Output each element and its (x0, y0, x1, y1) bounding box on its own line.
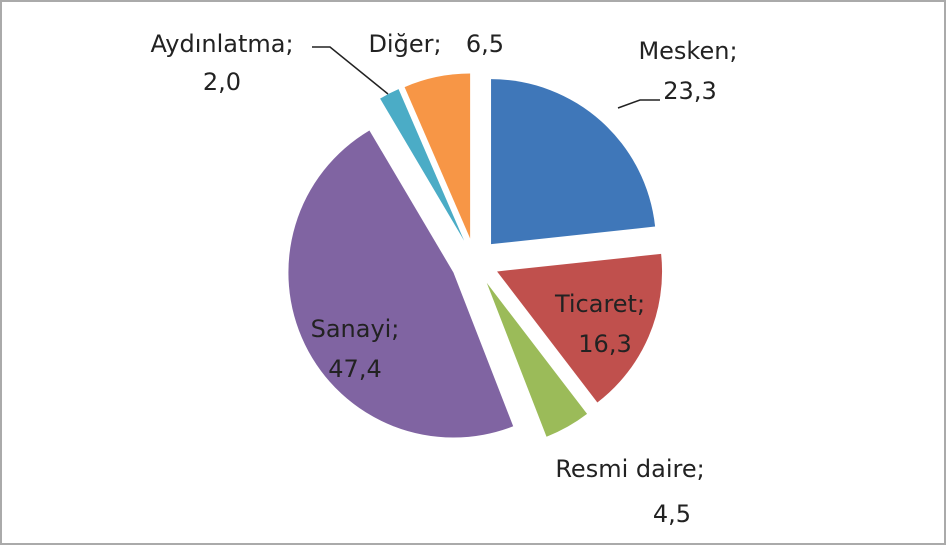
pie-slice (404, 73, 471, 239)
slice-value-label: 2,0 (203, 68, 241, 96)
slice-value-label: 47,4 (328, 355, 381, 383)
pie-slice (486, 282, 588, 437)
pie-slice (491, 79, 656, 245)
slice-label: Aydınlatma; (150, 30, 293, 58)
slice-value-label: 6,5 (466, 30, 504, 58)
leader-line (312, 46, 389, 95)
slice-label: Mesken; (638, 37, 737, 65)
slice-label: Diğer; (368, 30, 441, 58)
leader-line (617, 99, 660, 109)
pie-slice (288, 130, 514, 438)
slice-label: Sanayi; (311, 315, 400, 343)
pie-slice (497, 253, 663, 403)
pie-slice (380, 89, 465, 241)
slice-value-label: 23,3 (663, 77, 716, 105)
slice-label: Ticaret; (554, 290, 645, 318)
slice-value-label: 4,5 (653, 500, 691, 528)
slice-label: Resmi daire; (555, 455, 704, 483)
slice-value-label: 16,3 (578, 330, 631, 358)
